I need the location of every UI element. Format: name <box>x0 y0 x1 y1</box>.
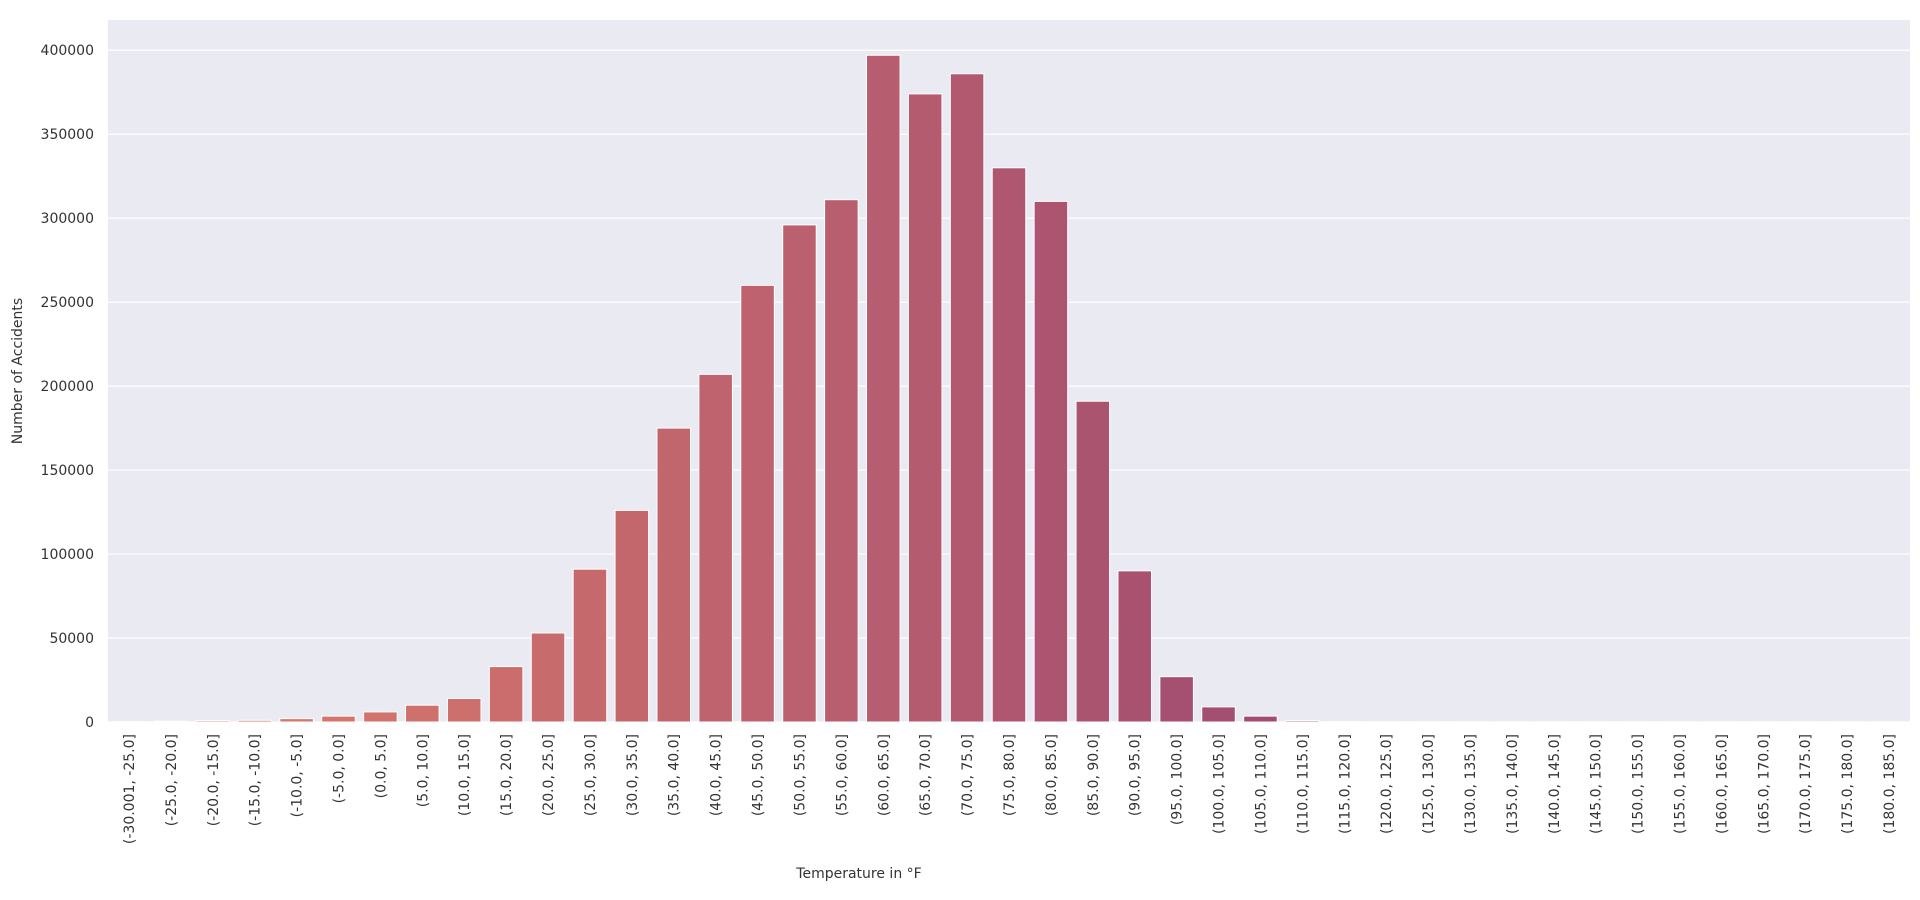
y-tick-label-5: 250000 <box>41 295 94 311</box>
bar-3 <box>237 719 272 723</box>
x-tick-label-2: (-20.0, -15.0] <box>206 734 222 826</box>
bar-21 <box>991 167 1027 723</box>
x-tick-label-34: (140.0, 145.0] <box>1547 734 1563 834</box>
bar-8 <box>446 697 482 723</box>
x-tick-label-33: (135.0, 140.0] <box>1505 734 1521 834</box>
x-tick-label-16: (50.0, 55.0] <box>792 734 808 816</box>
x-tick-label-5: (-5.0, 0.0] <box>331 734 347 803</box>
bar-5 <box>321 715 356 723</box>
x-tick-label-31: (125.0, 130.0] <box>1421 734 1437 834</box>
x-tick-label-12: (30.0, 35.0] <box>625 734 641 816</box>
bar-25 <box>1159 676 1194 723</box>
y-tick-label-2: 100000 <box>41 547 94 563</box>
x-tick-label-39: (165.0, 170.0] <box>1756 734 1772 834</box>
x-tick-label-18: (60.0, 65.0] <box>876 734 892 816</box>
bar-12 <box>614 509 650 723</box>
x-tick-label-36: (150.0, 155.0] <box>1631 734 1647 834</box>
bar-24 <box>1117 570 1152 723</box>
x-tick-label-21: (75.0, 80.0] <box>1002 734 1018 816</box>
x-tick-label-23: (85.0, 90.0] <box>1086 734 1102 816</box>
y-axis-ticks: 0 50000 100000 150000 200000 250000 300000 3500… <box>41 43 94 731</box>
y-tick-label-1: 50000 <box>49 631 94 647</box>
x-tick-label-32: (130.0, 135.0] <box>1463 734 1479 834</box>
y-axis-label: Number of Accidents <box>10 298 26 444</box>
bar-22 <box>1033 200 1069 723</box>
bar-13 <box>656 427 692 723</box>
x-tick-label-25: (95.0, 100.0] <box>1170 734 1186 825</box>
bar-11 <box>572 568 608 723</box>
x-tick-label-27: (105.0, 110.0] <box>1253 734 1269 834</box>
y-tick-label-4: 200000 <box>41 379 94 395</box>
bar-27 <box>1243 715 1278 723</box>
x-tick-label-7: (5.0, 10.0] <box>415 734 431 807</box>
x-tick-label-42: (180.0, 185.0] <box>1882 734 1898 834</box>
x-tick-label-28: (110.0, 115.0] <box>1295 734 1311 834</box>
bar-28 <box>1285 720 1320 723</box>
x-tick-label-38: (160.0, 165.0] <box>1714 734 1730 834</box>
x-tick-label-29: (115.0, 120.0] <box>1337 734 1353 834</box>
x-tick-label-4: (-10.0, -5.0] <box>290 734 306 817</box>
x-tick-label-24: (90.0, 95.0] <box>1128 734 1144 816</box>
bar-19 <box>907 93 943 723</box>
x-tick-label-11: (25.0, 30.0] <box>583 734 599 816</box>
bar-14 <box>698 373 733 723</box>
x-tick-label-10: (20.0, 25.0] <box>541 734 557 816</box>
x-tick-label-17: (55.0, 60.0] <box>834 734 850 816</box>
x-tick-label-37: (155.0, 160.0] <box>1673 734 1689 834</box>
bar-7 <box>405 704 440 723</box>
x-tick-label-3: (-15.0, -10.0] <box>248 734 264 826</box>
x-tick-label-40: (170.0, 175.0] <box>1798 734 1814 834</box>
x-tick-label-15: (45.0, 50.0] <box>751 734 767 816</box>
x-tick-label-20: (70.0, 75.0] <box>960 734 976 816</box>
y-tick-label-3: 150000 <box>41 463 94 479</box>
bar-2 <box>195 720 231 723</box>
bar-15 <box>740 284 775 723</box>
y-tick-label-8: 400000 <box>41 43 94 59</box>
x-tick-label-0: (-30.001, -25.0] <box>122 734 138 844</box>
bar-10 <box>530 632 566 723</box>
x-tick-label-13: (35.0, 40.0] <box>667 734 683 816</box>
bar-1 <box>153 720 189 723</box>
bar-9 <box>488 666 524 723</box>
bar-6 <box>363 711 398 723</box>
bar-26 <box>1201 706 1236 723</box>
bar-23 <box>1075 400 1111 723</box>
x-tick-label-14: (40.0, 45.0] <box>709 734 725 816</box>
y-tick-label-0: 0 <box>85 715 94 731</box>
x-tick-label-1: (-25.0, -20.0] <box>164 734 180 826</box>
x-tick-label-22: (80.0, 85.0] <box>1044 734 1060 816</box>
bar-20 <box>949 73 985 723</box>
bar-18 <box>866 54 901 723</box>
x-tick-label-41: (175.0, 180.0] <box>1840 734 1856 834</box>
x-tick-label-6: (0.0, 5.0] <box>373 734 389 798</box>
x-tick-label-8: (10.0, 15.0] <box>457 734 473 816</box>
y-tick-label-6: 300000 <box>41 211 94 227</box>
bar-4 <box>279 718 314 723</box>
x-tick-label-19: (65.0, 70.0] <box>918 734 934 816</box>
y-tick-label-7: 350000 <box>41 127 94 143</box>
bar-16 <box>782 224 817 723</box>
x-tick-label-9: (15.0, 20.0] <box>499 734 515 816</box>
x-axis-ticks: (-30.001, -25.0] (-25.0, -20.0] (-20.0, -1… <box>122 734 1898 844</box>
x-tick-label-30: (120.0, 125.0] <box>1379 734 1395 834</box>
x-axis-label: Temperature in °F <box>795 866 921 882</box>
bars <box>111 54 1907 723</box>
bar-17 <box>824 199 859 723</box>
x-tick-label-26: (100.0, 105.0] <box>1212 734 1228 834</box>
x-tick-label-35: (145.0, 150.0] <box>1589 734 1605 834</box>
